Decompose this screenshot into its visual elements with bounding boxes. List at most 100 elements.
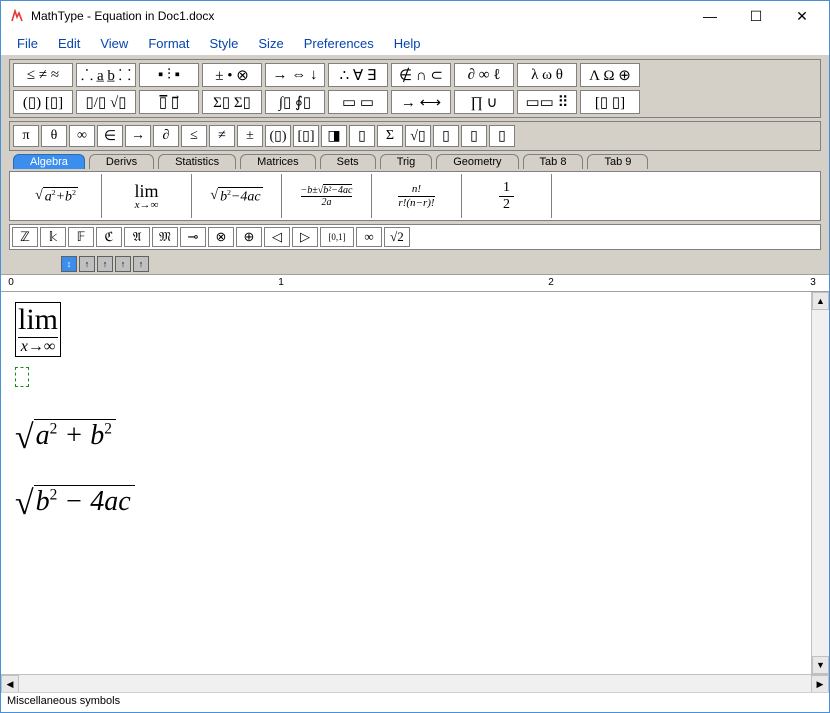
bsym-z[interactable]: ℤ [12, 227, 38, 247]
tab-statistics[interactable]: Statistics [158, 154, 236, 169]
palette-greek-upper[interactable]: Λ Ω ⊕ [580, 63, 640, 87]
tpl-empty [552, 174, 818, 218]
insertion-slot[interactable] [15, 367, 29, 387]
sym-pi[interactable]: π [13, 125, 39, 147]
bsym-interval[interactable]: [0,1] [320, 227, 354, 247]
tab-geometry[interactable]: Geometry [436, 154, 518, 169]
sym-infinity[interactable]: ∞ [69, 125, 95, 147]
tpl-pythagorean[interactable]: √a2+b2 [12, 174, 102, 218]
sym-slot3[interactable]: ▯ [433, 125, 459, 147]
tab-matrices[interactable]: Matrices [240, 154, 316, 169]
scroll-left-icon[interactable]: ◀ [1, 675, 19, 693]
sym-neq[interactable]: ≠ [209, 125, 235, 147]
tpl-combination[interactable]: n! r!(n−r)! [372, 174, 462, 218]
palette-products[interactable]: ∏ ∪ [454, 90, 514, 114]
bsym-sqrt2[interactable]: √2 [384, 227, 410, 247]
nudge-btn-2[interactable]: ↑ [79, 256, 95, 272]
palette-logic[interactable]: ∴ ∀ ∃ [328, 63, 388, 87]
nudge-btn-5[interactable]: ↑ [133, 256, 149, 272]
menu-format[interactable]: Format [138, 34, 199, 53]
bsym-f[interactable]: 𝔽 [68, 227, 94, 247]
sym-element[interactable]: ∈ [97, 125, 123, 147]
palette-boxes[interactable]: [▯ ▯] [580, 90, 640, 114]
sym-theta[interactable]: θ [41, 125, 67, 147]
sym-sqrt[interactable]: √▯ [405, 125, 431, 147]
menu-file[interactable]: File [7, 34, 48, 53]
palette-embellishments[interactable]: ⸫ a̲ b̲ ⸬ [76, 63, 136, 87]
sym-arrow[interactable]: → [125, 125, 151, 147]
palette-underover[interactable]: ▭ ▭ [328, 90, 388, 114]
equation-editor[interactable]: lim x→∞ √a2 + b2 √b2 − 4ac [1, 292, 811, 674]
nudge-btn-3[interactable]: ↑ [97, 256, 113, 272]
bsym-otimes[interactable]: ⊗ [208, 227, 234, 247]
tab-8[interactable]: Tab 8 [523, 154, 584, 169]
tab-sets[interactable]: Sets [320, 154, 376, 169]
tab-9[interactable]: Tab 9 [587, 154, 648, 169]
bsym-m[interactable]: 𝔐 [152, 227, 178, 247]
menu-edit[interactable]: Edit [48, 34, 90, 53]
bsym-k[interactable]: 𝕜 [40, 227, 66, 247]
bsym-c[interactable]: ℭ [96, 227, 122, 247]
sym-bracket[interactable]: [▯] [293, 125, 319, 147]
palette-arrows[interactable]: → ⇔ ↓ [265, 63, 325, 87]
tpl-limit[interactable]: lim x→∞ [102, 174, 192, 218]
palette-integrals[interactable]: ∫▯ ∮▯ [265, 90, 325, 114]
sym-slot2[interactable]: ▯ [349, 125, 375, 147]
palette-fences[interactable]: (▯) [▯] [13, 90, 73, 114]
editor-area: lim x→∞ √a2 + b2 √b2 − 4ac ▲ ▼ [1, 292, 829, 674]
scroll-right-icon[interactable]: ▶ [811, 675, 829, 693]
tab-derivs[interactable]: Derivs [89, 154, 154, 169]
bsym-tri-right[interactable]: ▷ [292, 227, 318, 247]
tpl-half[interactable]: 1 2 [462, 174, 552, 218]
bsym-lollipop[interactable]: ⊸ [180, 227, 206, 247]
sym-slot5[interactable]: ▯ [489, 125, 515, 147]
vertical-scrollbar[interactable]: ▲ ▼ [811, 292, 829, 674]
palette-relations[interactable]: ≤ ≠ ≈ [13, 63, 73, 87]
scroll-down-icon[interactable]: ▼ [812, 656, 829, 674]
ruler[interactable]: 0 1 2 3 [1, 274, 829, 292]
maximize-button[interactable]: ☐ [733, 1, 779, 31]
menu-size[interactable]: Size [248, 34, 293, 53]
palette-matrices[interactable]: ▭▭ ⠿ [517, 90, 577, 114]
palette-operators[interactable]: ± • ⊗ [202, 63, 262, 87]
tab-algebra[interactable]: Algebra [13, 154, 85, 169]
sym-paren[interactable]: (▯) [265, 125, 291, 147]
sym-sigma[interactable]: Σ [377, 125, 403, 147]
palette-row-2: (▯) [▯] ▯/▯ √▯ ▯̅ ▯⃗ Σ▯ Σ▯ ∫▯ ∮▯ ▭ ▭ → ⟷… [13, 90, 817, 114]
palette-set-theory[interactable]: ∉ ∩ ⊂ [391, 63, 451, 87]
tpl-quadratic[interactable]: −b±√b²−4ac 2a [282, 174, 372, 218]
bsym-infty[interactable]: ∞ [356, 227, 382, 247]
palette-sums[interactable]: Σ▯ Σ▯ [202, 90, 262, 114]
sym-slot1[interactable]: ◨ [321, 125, 347, 147]
scroll-up-icon[interactable]: ▲ [812, 292, 829, 310]
minimize-button[interactable]: — [687, 1, 733, 31]
palette-spaces[interactable]: ▪ ⫶ ▪ [139, 63, 199, 87]
palette-misc[interactable]: ∂ ∞ ℓ [454, 63, 514, 87]
nudge-btn-1[interactable]: ↕ [61, 256, 77, 272]
bsym-a[interactable]: 𝔄 [124, 227, 150, 247]
menu-style[interactable]: Style [199, 34, 248, 53]
close-button[interactable]: ✕ [779, 1, 825, 31]
menu-preferences[interactable]: Preferences [294, 34, 384, 53]
sym-pm[interactable]: ± [237, 125, 263, 147]
eq-sqrt-disc[interactable]: √b2 − 4ac [15, 481, 797, 519]
nudge-btn-4[interactable]: ↑ [115, 256, 131, 272]
eq-limit[interactable]: lim x→∞ [15, 302, 61, 357]
sym-leq[interactable]: ≤ [181, 125, 207, 147]
bsym-tri-left[interactable]: ◁ [264, 227, 290, 247]
titlebar[interactable]: MathType - Equation in Doc1.docx — ☐ ✕ [1, 1, 829, 31]
palette-fractions[interactable]: ▯/▯ √▯ [76, 90, 136, 114]
tab-trig[interactable]: Trig [380, 154, 433, 169]
sym-slot4[interactable]: ▯ [461, 125, 487, 147]
eq-sqrt-ab[interactable]: √a2 + b2 [15, 415, 797, 453]
menu-view[interactable]: View [90, 34, 138, 53]
palette-overbar[interactable]: ▯̅ ▯⃗ [139, 90, 199, 114]
app-window: MathType - Equation in Doc1.docx — ☐ ✕ F… [0, 0, 830, 713]
bsym-oplus[interactable]: ⊕ [236, 227, 262, 247]
horizontal-scrollbar[interactable]: ◀ ▶ [1, 674, 829, 692]
sym-partial[interactable]: ∂ [153, 125, 179, 147]
tpl-discriminant[interactable]: √b2−4ac [192, 174, 282, 218]
palette-greek-lower[interactable]: λ ω θ [517, 63, 577, 87]
menu-help[interactable]: Help [384, 34, 431, 53]
palette-labeled-arrows[interactable]: → ⟷ [391, 90, 451, 114]
